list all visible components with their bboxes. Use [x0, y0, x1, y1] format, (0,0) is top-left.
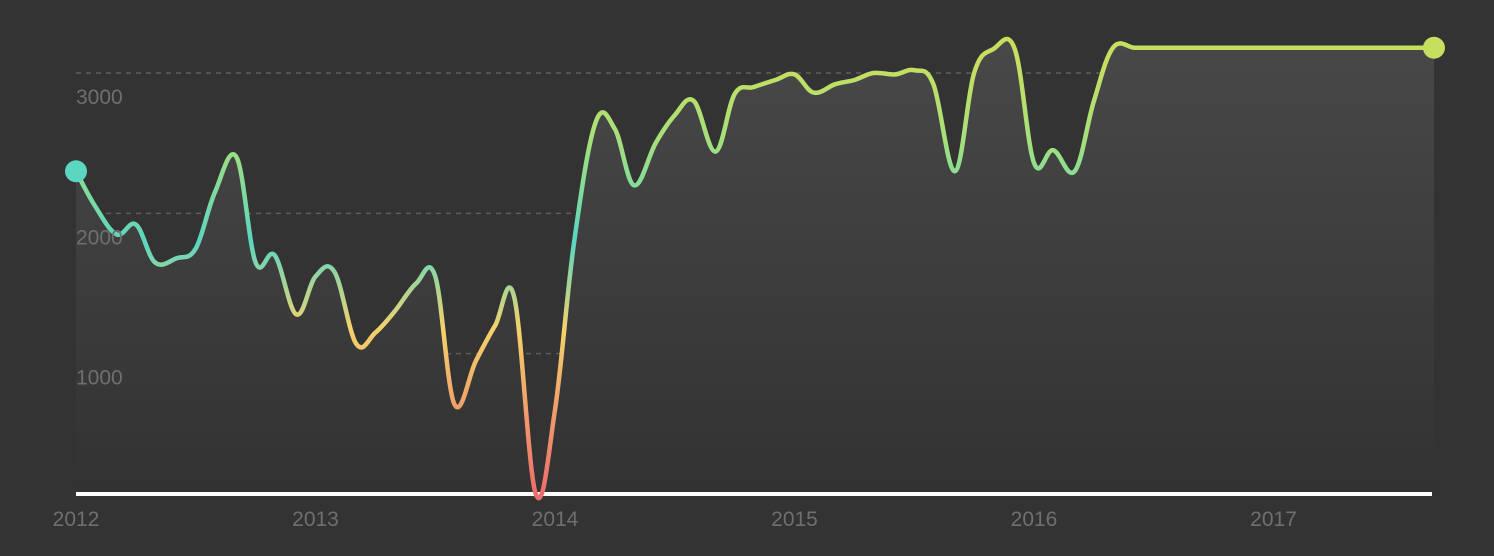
x-tick-label-2014: 2014	[532, 508, 579, 531]
start-point-marker	[65, 160, 87, 183]
series-line-path	[73, 36, 1437, 501]
y-axis-tick-labels: 1000 2000 3000	[76, 86, 123, 390]
end-point-marker	[1422, 36, 1445, 59]
area-under-line	[76, 39, 1434, 499]
y-tick-label-1000: 1000	[76, 367, 123, 390]
x-tick-label-2013: 2013	[292, 508, 339, 531]
series-line	[73, 36, 1437, 501]
x-tick-label-2016: 2016	[1011, 508, 1058, 531]
area-fill	[76, 39, 1434, 499]
series-endpoints	[65, 36, 1445, 183]
x-tick-label-2015: 2015	[771, 508, 818, 531]
x-tick-label-2017: 2017	[1250, 508, 1297, 531]
y-tick-label-2000: 2000	[76, 226, 123, 249]
x-tick-label-2012: 2012	[53, 508, 100, 531]
y-tick-label-3000: 3000	[76, 86, 123, 109]
x-axis-tick-labels: 2012 2013 2014 2015 2016 2017	[53, 508, 1297, 531]
